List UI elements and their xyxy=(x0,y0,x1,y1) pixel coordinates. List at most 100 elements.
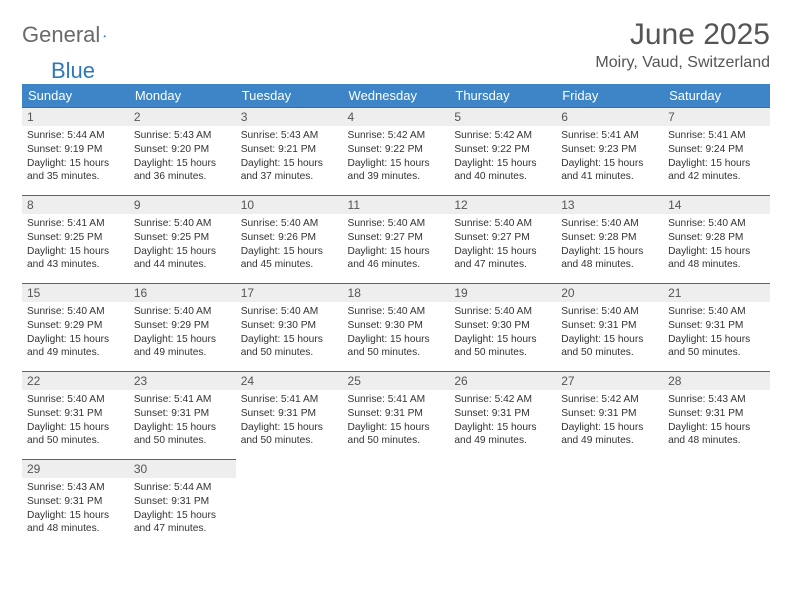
day-details: Sunrise: 5:41 AMSunset: 9:31 PMDaylight:… xyxy=(129,390,236,452)
day-details: Sunrise: 5:40 AMSunset: 9:25 PMDaylight:… xyxy=(129,214,236,276)
sunset-line: Sunset: 9:31 PM xyxy=(134,408,209,419)
calendar-cell xyxy=(343,459,450,547)
day-number: 24 xyxy=(236,371,343,390)
sunset-line: Sunset: 9:31 PM xyxy=(668,408,743,419)
daylight-line: Daylight: 15 hours and 36 minutes. xyxy=(134,158,216,183)
daylight-line: Daylight: 15 hours and 47 minutes. xyxy=(454,246,536,271)
daylight-line: Daylight: 15 hours and 49 minutes. xyxy=(454,422,536,447)
sunset-line: Sunset: 9:20 PM xyxy=(134,144,209,155)
day-details: Sunrise: 5:40 AMSunset: 9:30 PMDaylight:… xyxy=(449,302,556,364)
calendar-cell: 26Sunrise: 5:42 AMSunset: 9:31 PMDayligh… xyxy=(449,371,556,459)
day-details: Sunrise: 5:40 AMSunset: 9:28 PMDaylight:… xyxy=(663,214,770,276)
day-number: 4 xyxy=(343,107,450,126)
sunset-line: Sunset: 9:22 PM xyxy=(454,144,529,155)
calendar-cell: 18Sunrise: 5:40 AMSunset: 9:30 PMDayligh… xyxy=(343,283,450,371)
sunrise-line: Sunrise: 5:40 AM xyxy=(27,394,105,405)
calendar-cell: 8Sunrise: 5:41 AMSunset: 9:25 PMDaylight… xyxy=(22,195,129,283)
daylight-line: Daylight: 15 hours and 42 minutes. xyxy=(668,158,750,183)
day-number: 19 xyxy=(449,283,556,302)
brand-part2: Blue xyxy=(51,58,95,84)
brand-logo: General xyxy=(22,22,123,48)
weekday-header: Saturday xyxy=(663,84,770,107)
day-number: 30 xyxy=(129,459,236,478)
daylight-line: Daylight: 15 hours and 48 minutes. xyxy=(668,422,750,447)
day-details: Sunrise: 5:41 AMSunset: 9:31 PMDaylight:… xyxy=(236,390,343,452)
title-block: June 2025 Moiry, Vaud, Switzerland xyxy=(595,18,770,72)
calendar-head: SundayMondayTuesdayWednesdayThursdayFrid… xyxy=(22,84,770,107)
day-number: 10 xyxy=(236,195,343,214)
day-number: 17 xyxy=(236,283,343,302)
sunrise-line: Sunrise: 5:41 AM xyxy=(241,394,319,405)
calendar-cell: 25Sunrise: 5:41 AMSunset: 9:31 PMDayligh… xyxy=(343,371,450,459)
sunrise-line: Sunrise: 5:43 AM xyxy=(668,394,746,405)
day-details: Sunrise: 5:40 AMSunset: 9:30 PMDaylight:… xyxy=(236,302,343,364)
day-details: Sunrise: 5:42 AMSunset: 9:22 PMDaylight:… xyxy=(343,126,450,188)
daylight-line: Daylight: 15 hours and 48 minutes. xyxy=(668,246,750,271)
calendar-cell: 17Sunrise: 5:40 AMSunset: 9:30 PMDayligh… xyxy=(236,283,343,371)
day-details: Sunrise: 5:41 AMSunset: 9:23 PMDaylight:… xyxy=(556,126,663,188)
day-details: Sunrise: 5:40 AMSunset: 9:30 PMDaylight:… xyxy=(343,302,450,364)
sunrise-line: Sunrise: 5:41 AM xyxy=(561,130,639,141)
calendar-cell: 21Sunrise: 5:40 AMSunset: 9:31 PMDayligh… xyxy=(663,283,770,371)
calendar-cell: 30Sunrise: 5:44 AMSunset: 9:31 PMDayligh… xyxy=(129,459,236,547)
day-number: 22 xyxy=(22,371,129,390)
daylight-line: Daylight: 15 hours and 49 minutes. xyxy=(561,422,643,447)
daylight-line: Daylight: 15 hours and 39 minutes. xyxy=(348,158,430,183)
sunrise-line: Sunrise: 5:40 AM xyxy=(454,218,532,229)
calendar-cell: 29Sunrise: 5:43 AMSunset: 9:31 PMDayligh… xyxy=(22,459,129,547)
day-details: Sunrise: 5:43 AMSunset: 9:31 PMDaylight:… xyxy=(22,478,129,540)
day-details: Sunrise: 5:40 AMSunset: 9:31 PMDaylight:… xyxy=(556,302,663,364)
daylight-line: Daylight: 15 hours and 40 minutes. xyxy=(454,158,536,183)
sunset-line: Sunset: 9:30 PM xyxy=(454,320,529,331)
calendar-cell xyxy=(236,459,343,547)
daylight-line: Daylight: 15 hours and 45 minutes. xyxy=(241,246,323,271)
calendar-row: 22 Sunrise: 5:40 AM Sunset: 9:31 PM Dayligh… xyxy=(22,371,770,459)
sunrise-line: Sunrise: 5:42 AM xyxy=(454,394,532,405)
sunset-line: Sunset: 9:27 PM xyxy=(348,232,423,243)
weekday-header: Monday xyxy=(129,84,236,107)
weekday-header: Thursday xyxy=(449,84,556,107)
calendar-row: 29Sunrise: 5:43 AMSunset: 9:31 PMDayligh… xyxy=(22,459,770,547)
sunrise-line: Sunrise: 5:40 AM xyxy=(454,306,532,317)
sunrise-line: Sunrise: 5:41 AM xyxy=(134,394,212,405)
daylight-line: Daylight: 15 hours and 50 minutes. xyxy=(27,422,109,447)
day-number: 26 xyxy=(449,371,556,390)
day-details: Sunrise: 5:40 AMSunset: 9:29 PMDaylight:… xyxy=(22,302,129,364)
daylight-line: Daylight: 15 hours and 50 minutes. xyxy=(561,334,643,359)
calendar-cell: 9Sunrise: 5:40 AMSunset: 9:25 PMDaylight… xyxy=(129,195,236,283)
sunrise-line: Sunrise: 5:41 AM xyxy=(668,130,746,141)
weekday-header: Sunday xyxy=(22,84,129,107)
day-number: 2 xyxy=(129,107,236,126)
sunrise-line: Sunrise: 5:42 AM xyxy=(348,130,426,141)
daylight-line: Daylight: 15 hours and 48 minutes. xyxy=(27,510,109,535)
calendar-cell: 10Sunrise: 5:40 AMSunset: 9:26 PMDayligh… xyxy=(236,195,343,283)
calendar-body: 1Sunrise: 5:44 AMSunset: 9:19 PMDaylight… xyxy=(22,107,770,547)
day-number: 27 xyxy=(556,371,663,390)
day-number: 21 xyxy=(663,283,770,302)
day-details: Sunrise: 5:42 AMSunset: 9:31 PMDaylight:… xyxy=(556,390,663,452)
sunrise-line: Sunrise: 5:40 AM xyxy=(241,218,319,229)
weekday-header: Wednesday xyxy=(343,84,450,107)
daylight-line: Daylight: 15 hours and 50 minutes. xyxy=(348,334,430,359)
sunrise-line: Sunrise: 5:40 AM xyxy=(27,306,105,317)
sunset-line: Sunset: 9:31 PM xyxy=(241,408,316,419)
day-number: 8 xyxy=(22,195,129,214)
calendar-cell: 4Sunrise: 5:42 AMSunset: 9:22 PMDaylight… xyxy=(343,107,450,195)
daylight-line: Daylight: 15 hours and 44 minutes. xyxy=(134,246,216,271)
sunset-line: Sunset: 9:25 PM xyxy=(27,232,102,243)
sunrise-line: Sunrise: 5:41 AM xyxy=(27,218,105,229)
daylight-line: Daylight: 15 hours and 50 minutes. xyxy=(348,422,430,447)
day-number: 7 xyxy=(663,107,770,126)
calendar-cell: 15Sunrise: 5:40 AMSunset: 9:29 PMDayligh… xyxy=(22,283,129,371)
sunset-line: Sunset: 9:19 PM xyxy=(27,144,102,155)
daylight-line: Daylight: 15 hours and 50 minutes. xyxy=(668,334,750,359)
sunrise-line: Sunrise: 5:41 AM xyxy=(348,394,426,405)
sunrise-line: Sunrise: 5:40 AM xyxy=(561,306,639,317)
day-number: 29 xyxy=(22,459,129,478)
weekday-row: SundayMondayTuesdayWednesdayThursdayFrid… xyxy=(22,84,770,107)
daylight-line: Daylight: 15 hours and 49 minutes. xyxy=(134,334,216,359)
calendar-cell: 12Sunrise: 5:40 AMSunset: 9:27 PMDayligh… xyxy=(449,195,556,283)
month-title: June 2025 xyxy=(595,18,770,52)
calendar-cell: 28Sunrise: 5:43 AMSunset: 9:31 PMDayligh… xyxy=(663,371,770,459)
sunset-line: Sunset: 9:31 PM xyxy=(668,320,743,331)
